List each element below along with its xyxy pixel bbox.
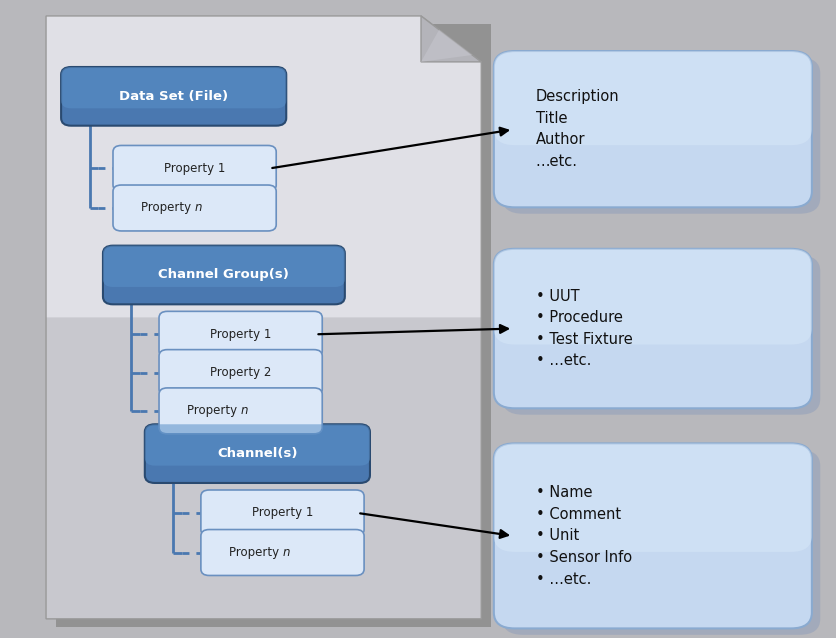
- FancyBboxPatch shape: [145, 424, 370, 466]
- Text: n: n: [282, 546, 289, 559]
- FancyBboxPatch shape: [502, 450, 819, 635]
- FancyBboxPatch shape: [159, 350, 322, 396]
- Text: Property: Property: [140, 202, 194, 214]
- Text: Property 1: Property 1: [252, 507, 313, 519]
- FancyBboxPatch shape: [493, 443, 811, 628]
- FancyBboxPatch shape: [493, 51, 811, 145]
- Text: Channel(s): Channel(s): [217, 447, 298, 460]
- FancyBboxPatch shape: [201, 530, 364, 575]
- FancyBboxPatch shape: [56, 24, 491, 627]
- FancyBboxPatch shape: [145, 424, 370, 483]
- FancyBboxPatch shape: [113, 185, 276, 231]
- FancyBboxPatch shape: [493, 249, 811, 345]
- Text: Property 2: Property 2: [210, 366, 271, 379]
- Text: n: n: [241, 404, 247, 417]
- Text: Description
Title
Author
…etc.: Description Title Author …etc.: [535, 89, 619, 169]
- Polygon shape: [46, 16, 481, 619]
- FancyBboxPatch shape: [103, 246, 344, 287]
- FancyBboxPatch shape: [493, 443, 811, 552]
- FancyBboxPatch shape: [61, 67, 286, 126]
- Polygon shape: [421, 16, 481, 62]
- Text: Property 1: Property 1: [164, 162, 225, 175]
- FancyBboxPatch shape: [502, 57, 819, 214]
- FancyBboxPatch shape: [201, 490, 364, 536]
- Text: n: n: [194, 202, 201, 214]
- FancyBboxPatch shape: [103, 246, 344, 304]
- FancyBboxPatch shape: [502, 255, 819, 415]
- FancyBboxPatch shape: [493, 51, 811, 207]
- Polygon shape: [421, 30, 472, 62]
- FancyBboxPatch shape: [159, 388, 322, 434]
- FancyBboxPatch shape: [61, 67, 286, 108]
- FancyBboxPatch shape: [113, 145, 276, 191]
- Text: • Name
• Comment
• Unit
• Sensor Info
• …etc.: • Name • Comment • Unit • Sensor Info • …: [535, 486, 631, 586]
- Polygon shape: [46, 16, 481, 318]
- Text: Property: Property: [228, 546, 282, 559]
- Text: Property 1: Property 1: [210, 328, 271, 341]
- Text: • UUT
• Procedure
• Test Fixture
• …etc.: • UUT • Procedure • Test Fixture • …etc.: [535, 288, 632, 369]
- Text: Data Set (File): Data Set (File): [119, 90, 228, 103]
- FancyBboxPatch shape: [159, 311, 322, 357]
- Text: Channel Group(s): Channel Group(s): [158, 269, 289, 281]
- Text: Property: Property: [186, 404, 241, 417]
- FancyBboxPatch shape: [493, 249, 811, 408]
